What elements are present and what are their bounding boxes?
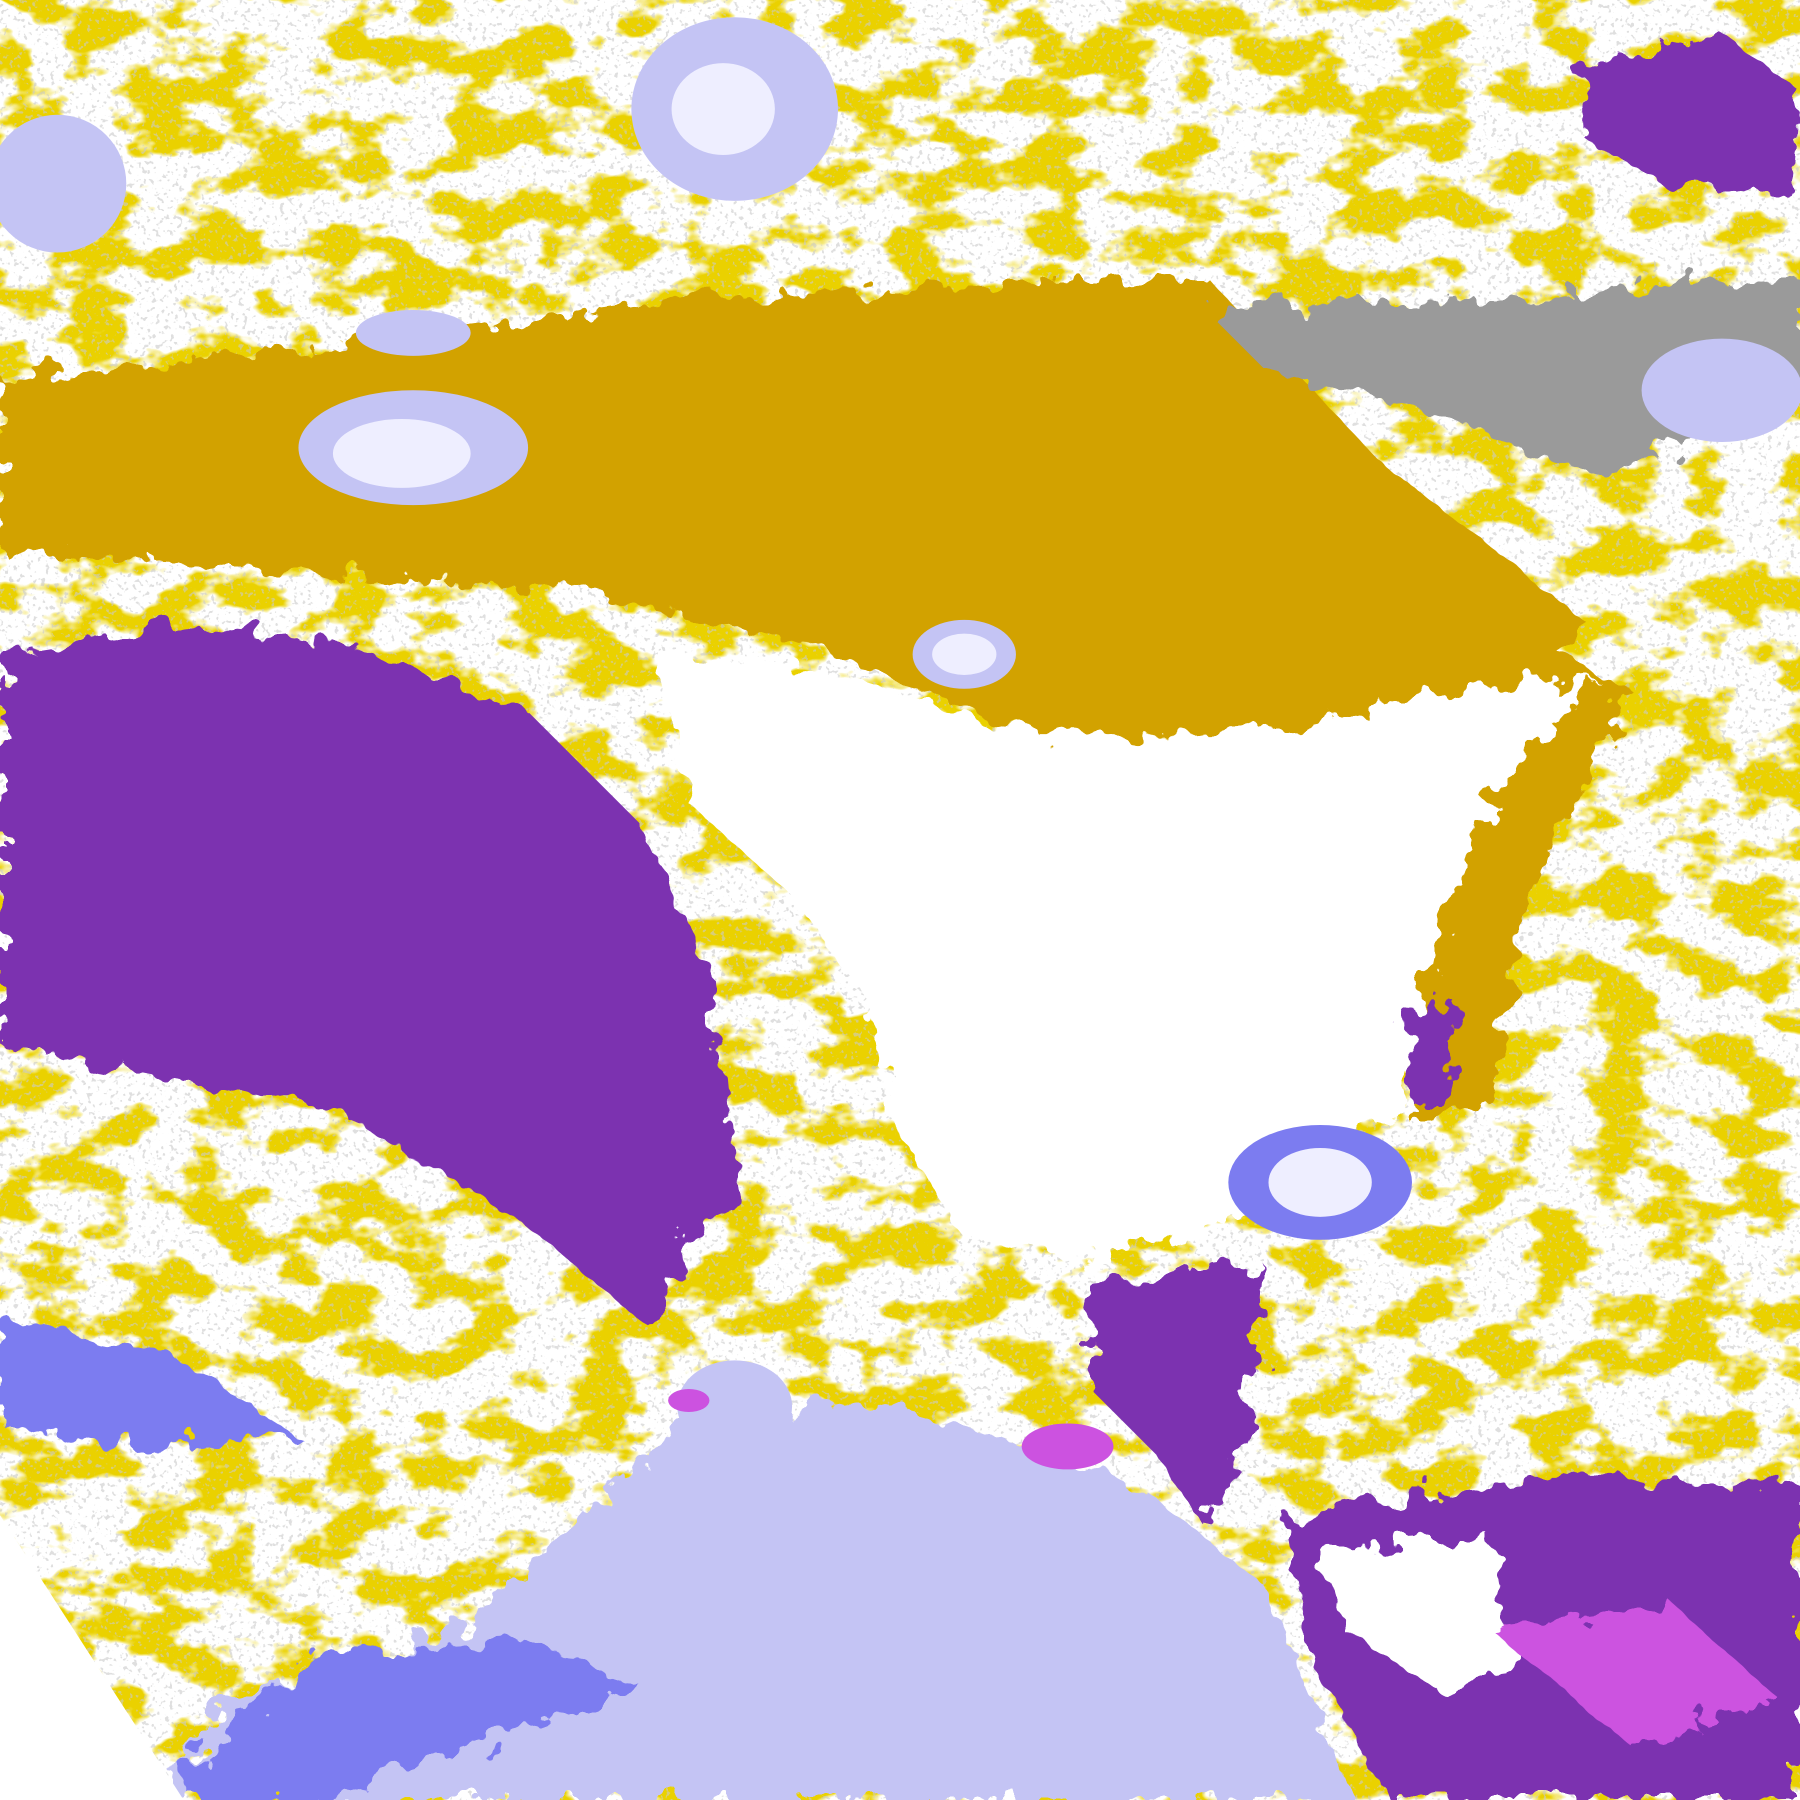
continent-clear-area: [654, 654, 1596, 1263]
storm-cloud: [1641, 338, 1800, 442]
gold-band-north: [0, 275, 1585, 735]
convective-clouds: [0, 17, 1800, 1470]
magenta-cell: [1021, 1423, 1114, 1470]
gold-band-east: [1411, 619, 1631, 1125]
purple-northeast: [1584, 34, 1800, 196]
storm-cloud-core: [671, 63, 775, 155]
storm-cloud-core: [932, 633, 997, 675]
storm-cloud: [0, 114, 127, 253]
blue-violet-southern-clouds: [183, 1641, 643, 1800]
magenta-cell: [668, 1389, 710, 1412]
purple-ocean-stratocumulus: [0, 625, 735, 1332]
magenta-southeast: [1492, 1607, 1780, 1745]
purple-south-atlantic: [1090, 1262, 1263, 1527]
blue-violet-southwest: [0, 1320, 299, 1447]
clear-southeast: [1320, 1538, 1516, 1688]
storm-cloud-core: [332, 419, 471, 488]
storm-cloud: [355, 309, 471, 356]
gray-cloud-band-northeast: [1205, 275, 1800, 483]
storm-cloud-core: [1268, 1147, 1372, 1217]
purple-east-patch: [1406, 998, 1458, 1103]
off-disk-corner: [0, 1515, 184, 1800]
storm-cloud: [677, 1360, 793, 1453]
